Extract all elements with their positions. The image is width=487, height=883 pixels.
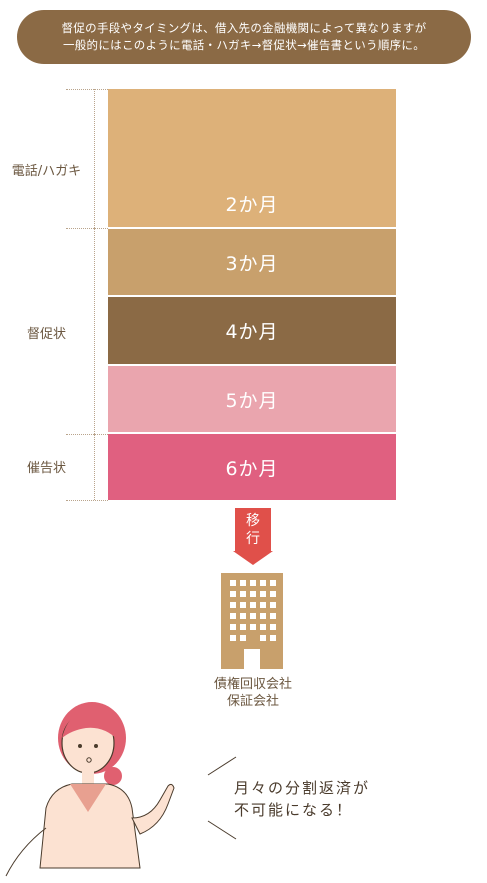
- guide-line: [66, 500, 108, 501]
- stage-5-months: 5か月: [108, 366, 396, 432]
- speech-emphasis-icon: [207, 756, 237, 840]
- stage-4-months: 4か月: [108, 297, 396, 364]
- label-demand: 催告状: [26, 461, 66, 476]
- header-line-2: 一般的にはこのように電話・ハガキ→督促状→催告書という順序に。: [62, 38, 426, 52]
- guide-line: [66, 434, 108, 435]
- stage-3-months: 3か月: [108, 229, 396, 295]
- building-icon: [221, 573, 283, 669]
- stage-label: 5か月: [225, 389, 279, 412]
- transition-arrow: 移 行: [235, 508, 271, 552]
- speech-line-2: 不可能になる！: [234, 801, 354, 819]
- guide-line: [66, 89, 108, 90]
- transition-char-2: 行: [246, 531, 260, 547]
- header-line-1: 督促の手段やタイミングは、借入先の金融機関によって異なりますが: [61, 21, 427, 35]
- stage-2-months: 2か月: [108, 89, 396, 227]
- speech-text: 月々の分割返済が 不可能になる！: [234, 777, 370, 821]
- company-line-1: 債権回収会社: [213, 677, 292, 692]
- arrow-head-icon: [233, 551, 273, 565]
- guide-line: [94, 228, 95, 434]
- stage-label: 3か月: [225, 252, 279, 275]
- collection-agency-label: 債権回収会社 保証会社: [180, 676, 326, 710]
- woman-pointing-icon: [5, 702, 175, 877]
- guide-line: [66, 228, 108, 229]
- speech-line-1: 月々の分割返済が: [234, 779, 371, 797]
- stage-label: 6か月: [225, 457, 279, 480]
- guide-line: [94, 434, 95, 500]
- transition-char-1: 移: [246, 513, 260, 529]
- stage-6-months: 6か月: [108, 434, 396, 500]
- guide-line: [94, 89, 95, 228]
- company-line-2: 保証会社: [226, 694, 279, 709]
- label-notice: 督促状: [26, 327, 66, 342]
- stage-label: 4か月: [225, 321, 279, 343]
- header-banner: 督促の手段やタイミングは、借入先の金融機関によって異なりますが 一般的にはこのよ…: [17, 10, 471, 64]
- label-phone-postcard: 電話/ハガキ: [11, 164, 82, 179]
- stage-label: 2か月: [225, 194, 279, 216]
